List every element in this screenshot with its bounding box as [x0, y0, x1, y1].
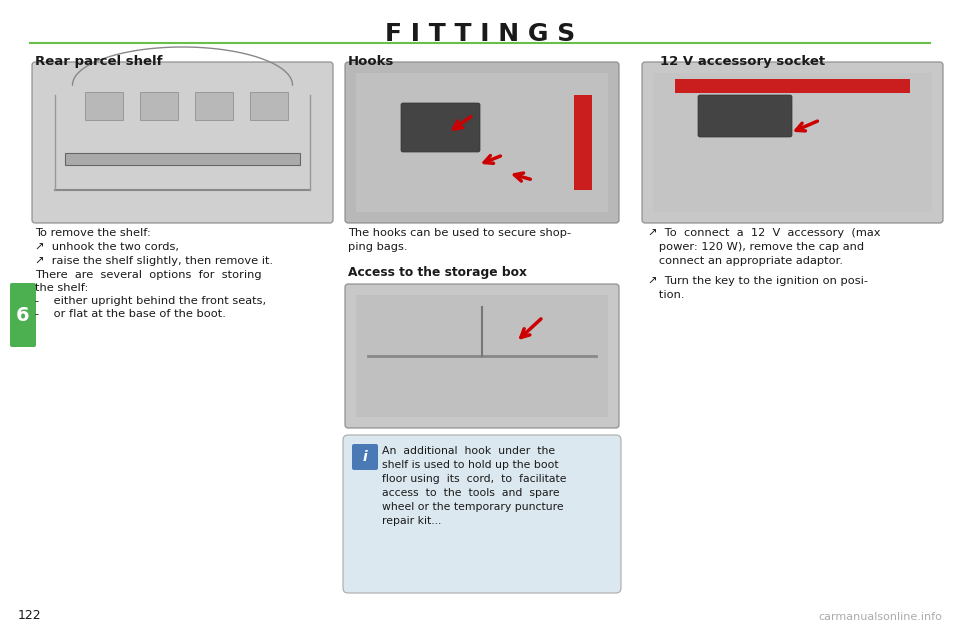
Bar: [675, 79, 910, 93]
FancyBboxPatch shape: [10, 283, 36, 347]
Bar: [195, 92, 233, 120]
Text: ping bags.: ping bags.: [348, 242, 407, 252]
Bar: [356, 73, 608, 212]
FancyBboxPatch shape: [345, 284, 619, 428]
FancyBboxPatch shape: [345, 62, 619, 223]
Bar: [65, 153, 300, 165]
Text: ↗  unhook the two cords,: ↗ unhook the two cords,: [35, 242, 179, 252]
Text: 122: 122: [18, 609, 41, 622]
Text: To remove the shelf:: To remove the shelf:: [35, 228, 151, 238]
Text: Hooks: Hooks: [348, 55, 395, 68]
FancyBboxPatch shape: [352, 444, 378, 470]
Text: -    either upright behind the front seats,: - either upright behind the front seats,: [35, 296, 266, 306]
FancyBboxPatch shape: [32, 62, 333, 223]
Text: connect an appropriate adaptor.: connect an appropriate adaptor.: [648, 256, 843, 266]
Text: ↗  To  connect  a  12  V  accessory  (max: ↗ To connect a 12 V accessory (max: [648, 228, 880, 238]
Text: There  are  several  options  for  storing: There are several options for storing: [35, 270, 262, 280]
FancyBboxPatch shape: [401, 103, 480, 152]
Bar: [140, 92, 178, 120]
Text: ↗  Turn the key to the ignition on posi-: ↗ Turn the key to the ignition on posi-: [648, 276, 868, 286]
Text: An  additional  hook  under  the
shelf is used to hold up the boot
floor using  : An additional hook under the shelf is us…: [382, 446, 566, 526]
Text: Rear parcel shelf: Rear parcel shelf: [35, 55, 162, 68]
FancyBboxPatch shape: [343, 435, 621, 593]
Text: 6: 6: [16, 305, 30, 324]
Text: F I T T I N G S: F I T T I N G S: [385, 22, 575, 46]
Text: The hooks can be used to secure shop-: The hooks can be used to secure shop-: [348, 228, 571, 238]
Text: -    or flat at the base of the boot.: - or flat at the base of the boot.: [35, 309, 226, 319]
Bar: [356, 295, 608, 417]
Text: power: 120 W), remove the cap and: power: 120 W), remove the cap and: [648, 242, 864, 252]
Bar: [250, 92, 288, 120]
FancyBboxPatch shape: [642, 62, 943, 223]
Bar: [85, 92, 123, 120]
Text: tion.: tion.: [648, 290, 684, 300]
FancyBboxPatch shape: [698, 95, 792, 137]
Bar: [574, 95, 592, 190]
Text: 12 V accessory socket: 12 V accessory socket: [660, 55, 826, 68]
Text: ↗  raise the shelf slightly, then remove it.: ↗ raise the shelf slightly, then remove …: [35, 256, 274, 266]
Text: the shelf:: the shelf:: [35, 283, 88, 293]
Bar: [653, 73, 932, 212]
Text: Access to the storage box: Access to the storage box: [348, 266, 527, 279]
Text: carmanualsonline.info: carmanualsonline.info: [818, 612, 942, 622]
Text: i: i: [363, 450, 368, 464]
